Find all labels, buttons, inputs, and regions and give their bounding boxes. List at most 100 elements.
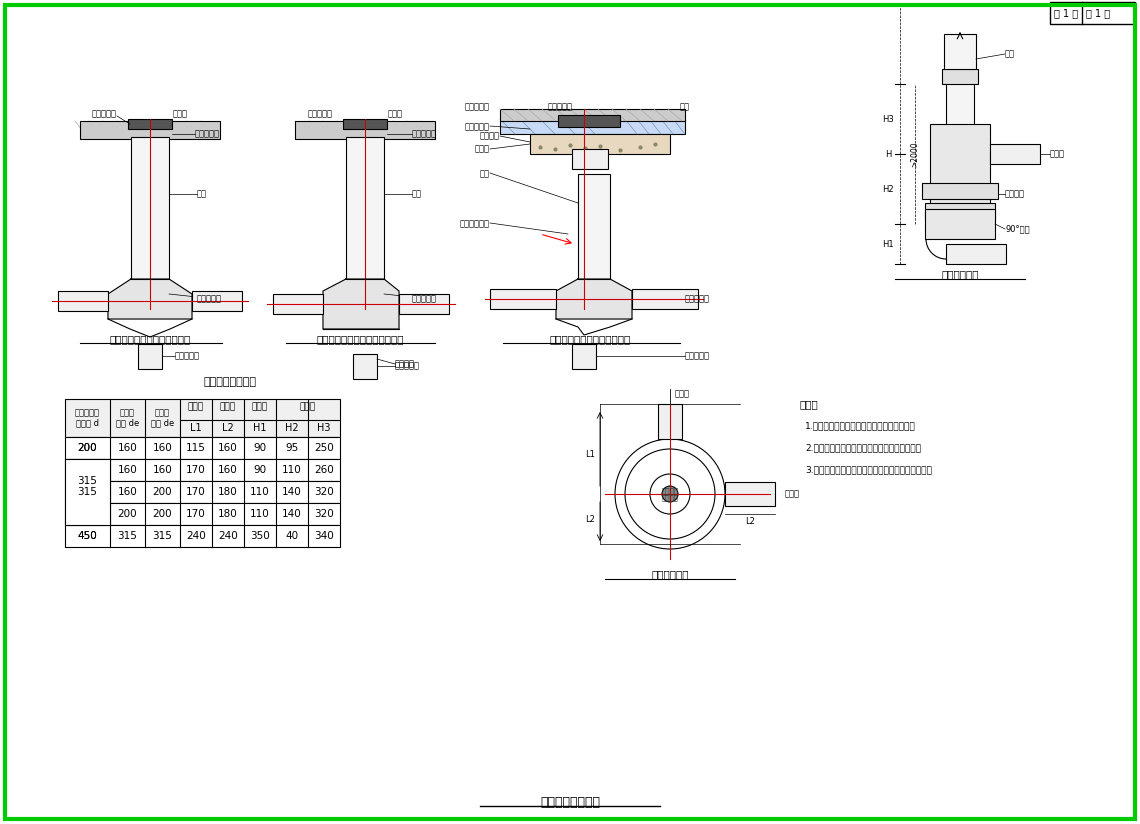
Polygon shape (108, 279, 192, 319)
Text: 160: 160 (117, 443, 138, 453)
Text: 说明：: 说明： (800, 399, 819, 409)
Text: H3: H3 (317, 423, 331, 433)
Text: 200: 200 (153, 509, 172, 519)
Text: 道路: 道路 (679, 102, 690, 111)
Bar (946, 74, 974, 204)
Text: 非道路: 非道路 (388, 110, 404, 119)
Bar (572, 149, 608, 169)
Text: 315: 315 (78, 487, 97, 497)
Text: 450: 450 (78, 531, 97, 541)
Text: H1: H1 (882, 240, 894, 249)
Bar (128, 119, 172, 129)
Bar (500, 109, 685, 121)
Bar (347, 137, 384, 279)
Text: 护套管: 护套管 (475, 144, 490, 153)
Text: 流出管: 流出管 (785, 489, 800, 499)
Text: 非防护井盖检查井（有沉泥室）: 非防护井盖检查井（有沉泥室） (316, 334, 404, 344)
Text: 170: 170 (186, 465, 206, 475)
Text: 塑橡排水管: 塑橡排水管 (394, 362, 420, 371)
Bar (942, 69, 978, 84)
Text: 180: 180 (218, 487, 238, 497)
Bar (490, 289, 556, 309)
Text: H: H (885, 149, 891, 158)
Text: 有流槽井座: 有流槽井座 (197, 294, 222, 303)
Text: 320: 320 (315, 487, 334, 497)
Polygon shape (556, 279, 632, 319)
Bar (578, 174, 610, 279)
Text: 160: 160 (153, 443, 172, 453)
Bar (65, 399, 340, 437)
Text: 弯头长: 弯头长 (220, 402, 236, 411)
Text: H1: H1 (253, 423, 267, 433)
Bar (138, 344, 162, 369)
Text: 240: 240 (218, 531, 238, 541)
Bar (58, 291, 108, 311)
Text: 140: 140 (282, 509, 302, 519)
Text: 90: 90 (253, 465, 267, 475)
Text: 1.非防护井盖检查井也可配置井筒连接配件，: 1.非防护井盖检查井也可配置井筒连接配件， (805, 422, 915, 430)
Text: 塑橡排水管: 塑橡排水管 (685, 352, 710, 361)
Bar (65, 459, 109, 525)
Text: L1: L1 (585, 450, 595, 458)
Text: 200: 200 (78, 443, 97, 453)
Text: 第 1 页: 第 1 页 (1054, 8, 1078, 18)
Bar (58, 298, 108, 304)
Text: 180: 180 (218, 509, 238, 519)
Text: 有流槽井座: 有流槽井座 (685, 294, 710, 303)
Bar (65, 481, 340, 503)
Text: 碎石垫层: 碎石垫层 (480, 132, 500, 141)
Text: 115: 115 (186, 443, 206, 453)
Text: 90: 90 (253, 443, 267, 453)
Bar (572, 344, 596, 369)
Text: 有防护井盖: 有防护井盖 (547, 102, 572, 111)
Text: 320: 320 (315, 509, 334, 519)
Text: 140: 140 (282, 487, 302, 497)
Text: H2: H2 (285, 423, 299, 433)
Bar (272, 294, 323, 314)
Text: 315: 315 (78, 476, 97, 486)
Bar (353, 354, 377, 379)
Bar (557, 115, 620, 127)
Text: 跌水井平面图: 跌水井平面图 (651, 569, 689, 579)
Polygon shape (323, 279, 399, 329)
Text: H3: H3 (882, 115, 894, 124)
Text: 跌水井主要尺寸表: 跌水井主要尺寸表 (204, 377, 256, 387)
Bar (925, 203, 995, 219)
Text: 160: 160 (218, 465, 238, 475)
Text: 2.有防护盖座检查井也可采用有沉泥室的井座，: 2.有防护盖座检查井也可采用有沉泥室的井座， (805, 443, 921, 452)
Text: 160: 160 (218, 443, 238, 453)
Bar (343, 119, 386, 129)
Bar (530, 134, 670, 154)
Text: L1: L1 (190, 423, 202, 433)
Text: 非防护井盖检查井（有流槽）: 非防护井盖检查井（有流槽） (109, 334, 190, 344)
Bar (500, 119, 685, 134)
Text: 共 1 页: 共 1 页 (1086, 8, 1110, 18)
Text: 流出管
管径 de: 流出管 管径 de (150, 409, 174, 428)
Text: 250: 250 (315, 443, 334, 453)
Text: 160: 160 (117, 487, 138, 497)
Bar (725, 482, 775, 506)
Bar (192, 298, 242, 304)
Bar (1050, 2, 1135, 24)
Text: 110: 110 (282, 465, 302, 475)
Text: 90°弯头: 90°弯头 (1005, 224, 1029, 233)
Bar (658, 404, 682, 439)
Text: 流出管: 流出管 (1050, 149, 1065, 158)
Text: 井筒: 井筒 (1005, 49, 1015, 59)
Text: 315: 315 (117, 531, 138, 541)
Bar (930, 124, 990, 204)
Text: L2: L2 (222, 423, 234, 433)
Bar (192, 291, 242, 311)
Text: L2: L2 (585, 514, 595, 523)
Text: 非道路: 非道路 (173, 110, 188, 119)
Bar (65, 459, 340, 481)
Bar (632, 289, 698, 309)
Text: L2: L2 (746, 517, 755, 527)
Text: 有流槽井座: 有流槽井座 (412, 294, 437, 303)
Text: 工入管: 工入管 (675, 390, 690, 399)
Text: 非防护井盖: 非防护井盖 (92, 110, 117, 119)
Text: 弯头高: 弯头高 (252, 402, 268, 411)
Text: 160: 160 (153, 465, 172, 475)
Text: 95: 95 (285, 443, 299, 453)
Text: 315: 315 (153, 531, 172, 541)
